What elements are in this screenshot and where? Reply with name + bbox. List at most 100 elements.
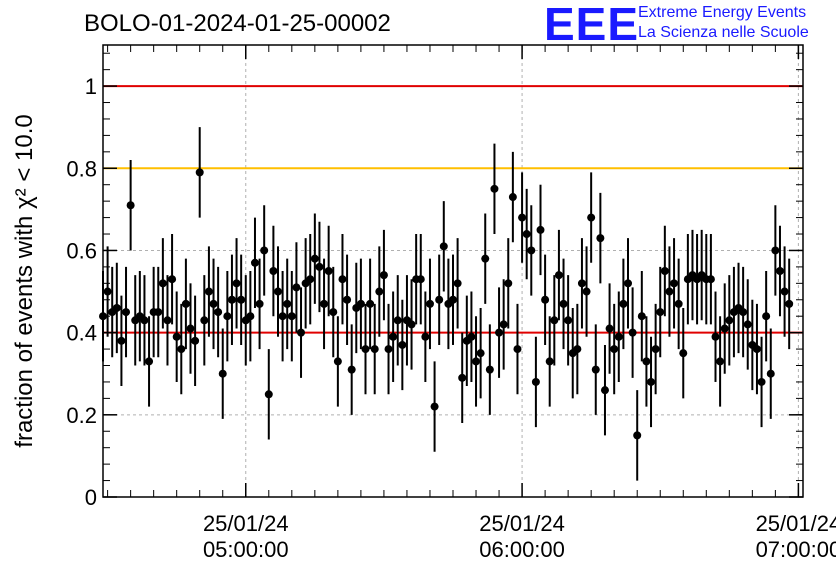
logo-line-1: Extreme Energy Events	[638, 4, 807, 21]
data-point	[600, 386, 609, 395]
data-point	[771, 246, 780, 255]
logo-line-2: La Scienza nelle Scuole	[638, 24, 809, 41]
data-point	[656, 308, 665, 317]
data-point	[416, 275, 425, 284]
x-tick-label-date: 25/01/24	[479, 511, 565, 536]
data-point	[320, 299, 329, 308]
data-point	[550, 316, 559, 325]
data-point	[117, 336, 126, 345]
data-point	[674, 299, 683, 308]
data-point	[633, 431, 642, 440]
data-point	[140, 316, 149, 325]
data-point	[439, 242, 448, 251]
data-point	[361, 345, 370, 354]
data-point	[375, 287, 384, 296]
eee-logo: EEE Extreme Energy Events La Scienza nel…	[544, 0, 836, 50]
data-point	[370, 345, 379, 354]
data-point	[670, 279, 679, 288]
data-point	[610, 345, 619, 354]
data-point	[541, 295, 550, 304]
y-tick-label: 0.8	[66, 156, 97, 181]
data-point	[287, 312, 296, 321]
data-point	[269, 267, 278, 275]
data-point	[665, 287, 674, 296]
data-point	[186, 324, 195, 333]
data-point	[260, 246, 269, 255]
data-point	[421, 332, 430, 341]
data-point	[720, 324, 729, 333]
data-point	[619, 299, 628, 308]
y-tick-label: 0.6	[66, 238, 97, 263]
data-point	[255, 299, 264, 308]
data-point	[716, 357, 725, 366]
data-point	[163, 316, 172, 325]
y-tick-label: 0.4	[66, 321, 97, 346]
data-point	[310, 254, 319, 263]
data-point	[122, 308, 131, 317]
data-point	[490, 184, 499, 193]
logo-mark: EEE	[544, 0, 640, 50]
data-point	[647, 377, 656, 386]
data-points	[99, 127, 794, 481]
data-point	[472, 357, 481, 366]
data-point	[651, 345, 660, 354]
data-point	[407, 320, 416, 329]
data-point	[112, 303, 121, 312]
data-point	[103, 287, 112, 296]
data-point	[343, 295, 352, 304]
data-point	[660, 267, 669, 275]
data-point	[172, 332, 181, 341]
data-point	[315, 262, 324, 271]
x-tick-label-time: 07:00:00	[756, 537, 836, 562]
data-point	[495, 328, 504, 337]
data-point	[214, 308, 223, 317]
x-tick-label-date: 25/01/24	[756, 511, 836, 536]
data-point	[306, 275, 315, 284]
data-point	[508, 193, 517, 202]
data-point	[513, 345, 522, 354]
data-point	[545, 357, 554, 366]
data-point	[227, 295, 236, 304]
data-point	[522, 230, 531, 239]
data-point	[356, 299, 365, 308]
data-point	[292, 283, 301, 292]
data-point	[481, 254, 490, 263]
data-point	[297, 328, 306, 337]
data-point	[425, 299, 434, 308]
data-point	[453, 279, 462, 288]
data-point	[531, 377, 540, 386]
data-point	[725, 316, 734, 325]
data-point	[536, 225, 545, 234]
data-point	[596, 234, 605, 243]
data-point	[485, 365, 494, 374]
data-point	[762, 312, 771, 321]
data-point	[527, 246, 536, 255]
data-point	[605, 324, 614, 333]
data-point	[338, 275, 347, 284]
data-point	[200, 316, 209, 325]
data-point	[504, 279, 513, 288]
data-point	[379, 271, 388, 280]
data-point	[628, 328, 637, 337]
data-point	[329, 308, 338, 317]
data-point	[743, 320, 752, 329]
data-point	[246, 312, 255, 321]
data-point	[785, 299, 794, 308]
data-point	[587, 213, 596, 222]
data-point	[237, 295, 246, 304]
data-point	[706, 275, 715, 284]
data-point	[398, 340, 407, 349]
data-point	[177, 345, 186, 354]
data-point	[467, 332, 476, 341]
data-point	[204, 287, 213, 296]
data-point	[518, 213, 527, 222]
x-tick-label-date: 25/01/24	[203, 511, 289, 536]
data-point	[435, 295, 444, 304]
data-point	[679, 349, 688, 358]
x-tick-label-time: 05:00:00	[203, 537, 289, 562]
data-point	[218, 369, 227, 378]
data-point	[223, 312, 232, 321]
data-point	[766, 369, 775, 378]
data-point	[499, 320, 508, 329]
